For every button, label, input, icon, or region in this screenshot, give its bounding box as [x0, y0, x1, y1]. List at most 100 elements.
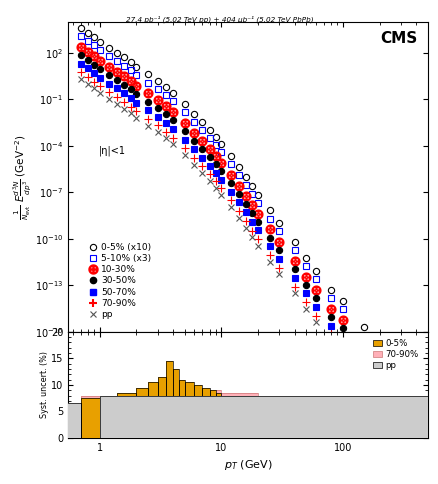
10-30% [218, 160, 223, 166]
pp [236, 215, 241, 221]
30-50% [97, 66, 102, 72]
Line: 30-50%: 30-50% [78, 52, 382, 368]
0-5% (x10) [182, 101, 187, 107]
Text: |η|<1: |η|<1 [99, 146, 125, 156]
10-30% [114, 69, 120, 75]
10-30% [328, 306, 333, 312]
pp [199, 170, 205, 176]
Line: 10-30%: 10-30% [76, 42, 405, 383]
30-50% [236, 191, 241, 197]
70-90% [106, 90, 112, 95]
0-5% (x10) [133, 64, 138, 70]
10-30% [339, 317, 345, 323]
50-70% [249, 219, 254, 225]
0-5% (x10) [91, 34, 96, 40]
pp [291, 290, 297, 296]
0-5% (x10) [228, 153, 233, 159]
0-5% (x10) [249, 183, 254, 189]
50-70% [182, 136, 187, 142]
Line: 50-70%: 50-70% [78, 60, 382, 377]
5-10% (x3) [133, 72, 138, 78]
70-90% [97, 83, 102, 89]
50-70% [206, 163, 212, 168]
0-5% (x10) [106, 45, 112, 51]
5-10% (x3) [191, 119, 197, 125]
pp [339, 349, 345, 355]
5-10% (x3) [236, 172, 241, 178]
0-5% (x10) [191, 111, 197, 117]
10-30% [313, 287, 318, 293]
30-50% [85, 57, 90, 63]
70-90% [170, 135, 175, 140]
pp [85, 81, 90, 87]
10-30% [249, 202, 254, 208]
10-30% [133, 83, 138, 89]
5-10% (x3) [249, 191, 254, 197]
50-70% [78, 60, 83, 66]
30-50% [78, 52, 83, 58]
70-90% [266, 252, 272, 258]
5-10% (x3) [328, 295, 333, 301]
5-10% (x3) [218, 149, 223, 155]
5-10% (x3) [303, 263, 308, 269]
Line: 0-5% (x10): 0-5% (x10) [78, 25, 403, 361]
X-axis label: $p_{T}\ \mathrm{(GeV)}$: $p_{T}\ \mathrm{(GeV)}$ [223, 458, 272, 472]
70-90% [199, 164, 205, 169]
30-50% [155, 106, 160, 111]
50-70% [376, 371, 381, 377]
0-5% (x10) [361, 324, 366, 330]
5-10% (x3) [128, 67, 133, 73]
50-70% [114, 86, 120, 91]
pp [163, 136, 168, 141]
30-50% [206, 154, 212, 160]
pp [376, 386, 381, 392]
30-50% [199, 147, 205, 152]
30-50% [163, 111, 168, 117]
0-5% (x10) [163, 84, 168, 90]
5-10% (x3) [78, 33, 83, 39]
0-5% (x10) [212, 134, 218, 140]
70-90% [276, 265, 281, 271]
5-10% (x3) [114, 58, 120, 64]
0-5% (x10) [218, 140, 223, 146]
pp [212, 185, 218, 191]
pp [91, 86, 96, 91]
10-30% [266, 227, 272, 232]
70-90% [255, 236, 260, 242]
30-50% [191, 138, 197, 144]
30-50% [243, 201, 248, 207]
pp [218, 192, 223, 198]
70-90% [328, 332, 333, 337]
30-50% [218, 168, 223, 174]
50-70% [266, 243, 272, 249]
50-70% [91, 70, 96, 76]
30-50% [276, 248, 281, 254]
5-10% (x3) [145, 80, 150, 86]
10-30% [398, 375, 403, 381]
10-30% [376, 352, 381, 358]
10-30% [206, 146, 212, 151]
10-30% [155, 97, 160, 103]
70-90% [236, 208, 241, 214]
Legend: 0-5%, 70-90%, pp: 0-5%, 70-90%, pp [371, 337, 419, 372]
10-30% [163, 103, 168, 109]
30-50% [128, 87, 133, 92]
70-90% [155, 122, 160, 128]
pp [361, 377, 366, 382]
50-70% [218, 177, 223, 182]
50-70% [155, 114, 160, 120]
30-50% [228, 181, 233, 186]
5-10% (x3) [212, 142, 218, 148]
pp [228, 204, 233, 210]
50-70% [291, 275, 297, 281]
30-50% [170, 118, 175, 123]
50-70% [303, 290, 308, 296]
5-10% (x3) [182, 109, 187, 115]
30-50% [303, 282, 308, 288]
30-50% [266, 235, 272, 241]
10-30% [276, 239, 281, 245]
pp [128, 110, 133, 116]
50-70% [328, 323, 333, 329]
pp [249, 234, 254, 240]
70-90% [122, 99, 127, 105]
